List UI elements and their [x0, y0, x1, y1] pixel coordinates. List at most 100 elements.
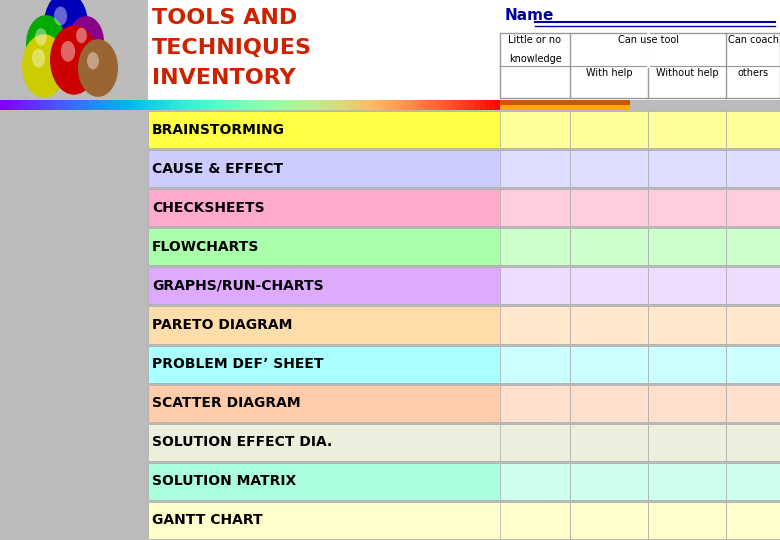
Text: CHECKSHEETS: CHECKSHEETS — [152, 201, 264, 215]
Ellipse shape — [68, 16, 104, 68]
Bar — [570, 228, 648, 265]
Bar — [270, 100, 275, 110]
Bar — [0, 150, 148, 187]
Bar — [148, 228, 550, 265]
Bar — [290, 100, 295, 110]
Bar — [648, 463, 726, 500]
Text: FLOWCHARTS: FLOWCHARTS — [152, 240, 260, 254]
Bar — [648, 228, 726, 265]
Bar — [20, 100, 25, 110]
Bar — [360, 100, 365, 110]
Bar — [450, 100, 455, 110]
Text: INVENTORY: INVENTORY — [152, 68, 296, 88]
Bar — [570, 150, 648, 187]
Bar — [0, 110, 780, 149]
Text: Name: Name — [505, 8, 555, 23]
Bar — [648, 346, 726, 383]
Bar — [570, 502, 648, 539]
Bar — [205, 100, 210, 110]
Bar — [148, 424, 550, 461]
Bar — [570, 384, 648, 422]
Bar — [10, 100, 15, 110]
Text: With help: With help — [586, 68, 633, 78]
Text: Can coach: Can coach — [728, 35, 778, 45]
Bar — [350, 100, 355, 110]
Bar — [315, 100, 320, 110]
Bar — [15, 100, 20, 110]
Bar — [160, 100, 165, 110]
Bar — [500, 111, 570, 148]
Bar — [148, 463, 550, 500]
Bar — [175, 100, 180, 110]
Bar — [305, 100, 310, 110]
Bar — [330, 100, 335, 110]
Bar — [0, 384, 148, 422]
Bar — [0, 423, 780, 462]
Bar — [285, 100, 290, 110]
Bar — [325, 100, 330, 110]
Bar — [255, 100, 260, 110]
Text: SCATTER DIAGRAM: SCATTER DIAGRAM — [152, 396, 300, 410]
Bar — [0, 462, 780, 501]
Bar — [35, 100, 40, 110]
Bar — [570, 463, 648, 500]
Ellipse shape — [50, 25, 98, 94]
Text: TECHNIQUES: TECHNIQUES — [152, 38, 312, 58]
Bar — [0, 228, 148, 265]
Bar — [400, 100, 405, 110]
Bar — [240, 100, 245, 110]
Bar — [170, 100, 175, 110]
Bar — [726, 307, 780, 343]
Bar — [475, 100, 480, 110]
Bar — [455, 100, 460, 110]
Bar — [430, 100, 435, 110]
Bar — [245, 100, 250, 110]
Bar — [130, 100, 135, 110]
Bar — [265, 100, 270, 110]
Bar — [480, 100, 485, 110]
Bar — [148, 502, 550, 539]
Bar — [0, 502, 148, 539]
Bar — [148, 0, 500, 100]
Bar — [90, 100, 95, 110]
Bar — [500, 384, 570, 422]
Bar — [235, 100, 240, 110]
Text: others: others — [737, 68, 768, 78]
Text: SOLUTION MATRIX: SOLUTION MATRIX — [152, 474, 296, 488]
Text: Can use tool: Can use tool — [618, 35, 679, 45]
Text: Without help: Without help — [656, 68, 718, 78]
Bar — [0, 266, 780, 306]
Bar — [250, 100, 255, 110]
Bar — [570, 267, 648, 305]
Bar — [726, 346, 780, 383]
Bar — [395, 100, 400, 110]
Text: PARETO DIAGRAM: PARETO DIAGRAM — [152, 318, 292, 332]
Bar — [105, 100, 110, 110]
Bar — [230, 100, 235, 110]
Bar — [70, 100, 75, 110]
Bar — [570, 307, 648, 343]
Ellipse shape — [54, 6, 67, 25]
Bar — [0, 188, 780, 227]
Bar — [40, 100, 45, 110]
Bar — [570, 424, 648, 461]
Bar — [460, 100, 465, 110]
Bar — [100, 100, 105, 110]
Bar — [148, 111, 550, 148]
Bar — [500, 502, 570, 539]
Bar — [345, 100, 350, 110]
Text: BRAINSTORMING: BRAINSTORMING — [152, 123, 285, 137]
Bar — [648, 150, 726, 187]
Bar — [726, 502, 780, 539]
Bar — [500, 33, 780, 98]
Bar — [570, 346, 648, 383]
Bar — [726, 150, 780, 187]
Bar — [0, 346, 148, 383]
Bar — [500, 189, 570, 226]
Bar — [225, 100, 230, 110]
Bar — [80, 100, 85, 110]
Bar — [445, 100, 450, 110]
Bar — [5, 100, 10, 110]
Bar — [365, 100, 370, 110]
Bar — [726, 424, 780, 461]
